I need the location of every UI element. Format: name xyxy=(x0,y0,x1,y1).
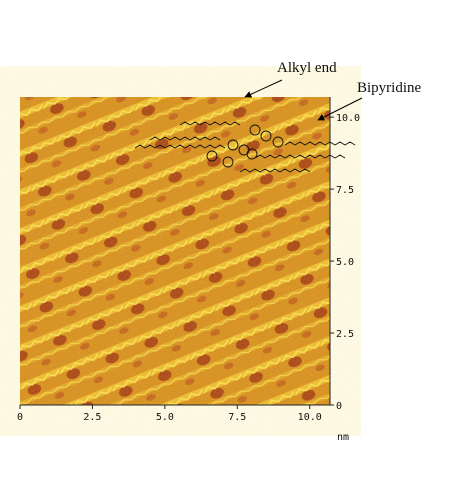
annotation: Alkyl end xyxy=(277,60,337,76)
annotation: Bipyridine xyxy=(357,80,422,96)
stm-image xyxy=(20,97,330,405)
x-tick-label: 5.0 xyxy=(156,412,174,423)
annotation-arrow xyxy=(244,79,283,98)
x-tick-label: 0 xyxy=(17,412,23,423)
y-tick-label: 2.5 xyxy=(336,329,354,340)
y-tick-label: 5.0 xyxy=(336,257,354,268)
x-tick-label: 2.5 xyxy=(83,412,101,423)
x-axis-unit: nm xyxy=(337,432,349,443)
x-tick-label: 10.0 xyxy=(298,412,322,423)
y-tick-label: 7.5 xyxy=(336,185,354,196)
y-tick-label: 10.0 xyxy=(336,113,360,124)
y-tick-label: 0 xyxy=(336,401,342,412)
molecule-overlay xyxy=(134,121,356,173)
x-tick-label: 7.5 xyxy=(228,412,246,423)
annotation-arrow xyxy=(317,97,363,121)
